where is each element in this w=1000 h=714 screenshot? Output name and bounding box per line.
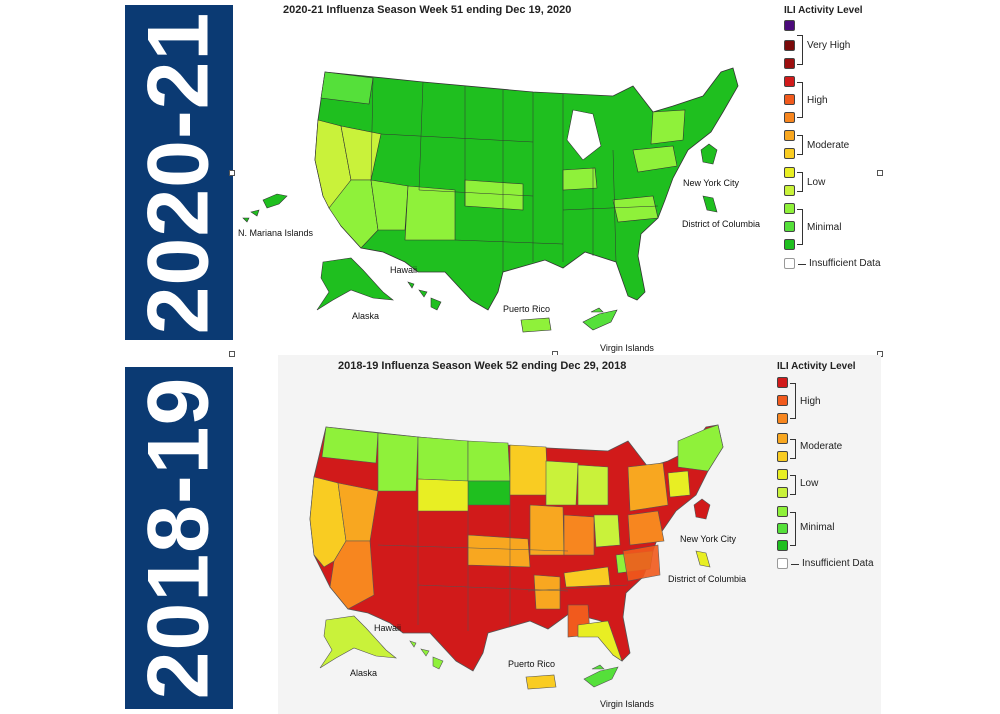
legend-swatch <box>777 469 788 480</box>
legend-bracket <box>797 82 803 118</box>
n-mariana-islands <box>242 193 288 223</box>
legend-swatch <box>777 540 788 551</box>
legend-swatch <box>777 451 788 462</box>
virgin-islands <box>582 307 618 331</box>
label-new-york-city: New York City <box>683 178 740 188</box>
virgin-islands <box>583 664 619 688</box>
us-map <box>309 424 724 690</box>
legend-title: ILI Activity Level <box>777 361 856 372</box>
legend-swatch <box>777 433 788 444</box>
legend-label-low: Low <box>807 177 826 188</box>
legend-bracket <box>790 512 796 546</box>
legend-label-insufficient: Insufficient Data <box>802 558 874 569</box>
legend-swatch <box>777 487 788 498</box>
legend-label-minimal: Minimal <box>800 522 835 533</box>
legend-bracket <box>797 35 803 65</box>
selection-handle[interactable] <box>877 170 883 176</box>
hawaii <box>407 281 442 311</box>
legend-label-minimal: Minimal <box>807 222 842 233</box>
map-panel-2020-21: 2020-21 Influenza Season Week 51 ending … <box>233 0 883 353</box>
legend-swatch <box>784 112 795 123</box>
new-york-city <box>700 143 718 165</box>
legend-bracket <box>790 383 796 419</box>
legend-swatch <box>784 167 795 178</box>
label-hawaii: Hawaii <box>374 623 402 633</box>
hawaii <box>409 640 444 670</box>
map-panel-2018-19: 2018-19 Influenza Season Week 52 ending … <box>278 355 881 714</box>
legend-label-moderate: Moderate <box>800 441 843 452</box>
alaska <box>319 615 397 669</box>
label-virgin-islands: Virgin Islands <box>600 343 654 353</box>
legend-swatch <box>784 185 795 196</box>
legend-swatch <box>784 221 795 232</box>
label-hawaii: Hawaii <box>390 265 418 275</box>
legend-swatch <box>777 395 788 406</box>
legend-swatch <box>784 94 795 105</box>
new-york-city <box>693 498 711 520</box>
legend-line <box>798 264 806 265</box>
label-virgin-islands: Virgin Islands <box>600 699 654 709</box>
legend-swatch <box>784 76 795 87</box>
legend-2018-19: ILI Activity Level High Moderate Low Min… <box>775 355 880 585</box>
panel-title: 2020-21 Influenza Season Week 51 ending … <box>283 4 572 16</box>
puerto-rico <box>525 674 557 690</box>
label-puerto-rico: Puerto Rico <box>503 304 551 314</box>
legend-bracket <box>797 209 803 245</box>
legend-swatch <box>784 258 795 269</box>
legend-label-high: High <box>800 396 821 407</box>
selection-handle[interactable] <box>229 351 235 357</box>
panel-title: 2018-19 Influenza Season Week 52 ending … <box>338 360 627 372</box>
legend-line <box>791 564 799 565</box>
legend-label-high: High <box>807 95 828 106</box>
legend-bracket <box>790 439 796 459</box>
district-of-columbia <box>702 195 718 213</box>
label-new-york-city: New York City <box>680 534 737 544</box>
continental-us <box>314 67 739 311</box>
legend-bracket <box>790 475 796 495</box>
season-band-label: 2018-19 <box>130 376 227 700</box>
legend-swatch <box>777 523 788 534</box>
legend-swatch <box>784 130 795 141</box>
label-alaska: Alaska <box>352 311 380 321</box>
legend-title: ILI Activity Level <box>784 5 863 16</box>
label-alaska: Alaska <box>350 668 378 678</box>
legend-label-insufficient: Insufficient Data <box>809 258 881 269</box>
label-puerto-rico: Puerto Rico <box>508 659 556 669</box>
label-district-of-columbia: District of Columbia <box>668 574 747 584</box>
us-map <box>242 67 739 333</box>
selection-handle[interactable] <box>229 170 235 176</box>
legend-swatch <box>777 558 788 569</box>
legend-bracket <box>797 172 803 192</box>
legend-swatch <box>777 413 788 424</box>
season-band-label: 2020-21 <box>130 11 227 334</box>
legend-swatch <box>784 239 795 250</box>
puerto-rico <box>520 317 552 333</box>
season-band-2018-19: 2018-19 <box>125 367 233 709</box>
legend-swatch <box>777 377 788 388</box>
legend-swatch <box>784 148 795 159</box>
season-band-2020-21: 2020-21 <box>125 5 233 340</box>
district-of-columbia <box>695 550 711 568</box>
legend-label-low: Low <box>800 478 819 489</box>
legend-2020-21: ILI Activity Level Very High High Modera… <box>781 0 891 280</box>
legend-swatch <box>784 40 795 51</box>
label-district-of-columbia: District of Columbia <box>682 219 761 229</box>
legend-swatch <box>784 20 795 31</box>
legend-swatch <box>777 506 788 517</box>
legend-label-very-high: Very High <box>807 40 851 51</box>
legend-bracket <box>797 135 803 155</box>
legend-swatch <box>784 203 795 214</box>
legend-swatch <box>784 58 795 69</box>
alaska <box>316 257 394 311</box>
legend-label-moderate: Moderate <box>807 140 850 151</box>
label-n-mariana-islands: N. Mariana Islands <box>238 228 314 238</box>
